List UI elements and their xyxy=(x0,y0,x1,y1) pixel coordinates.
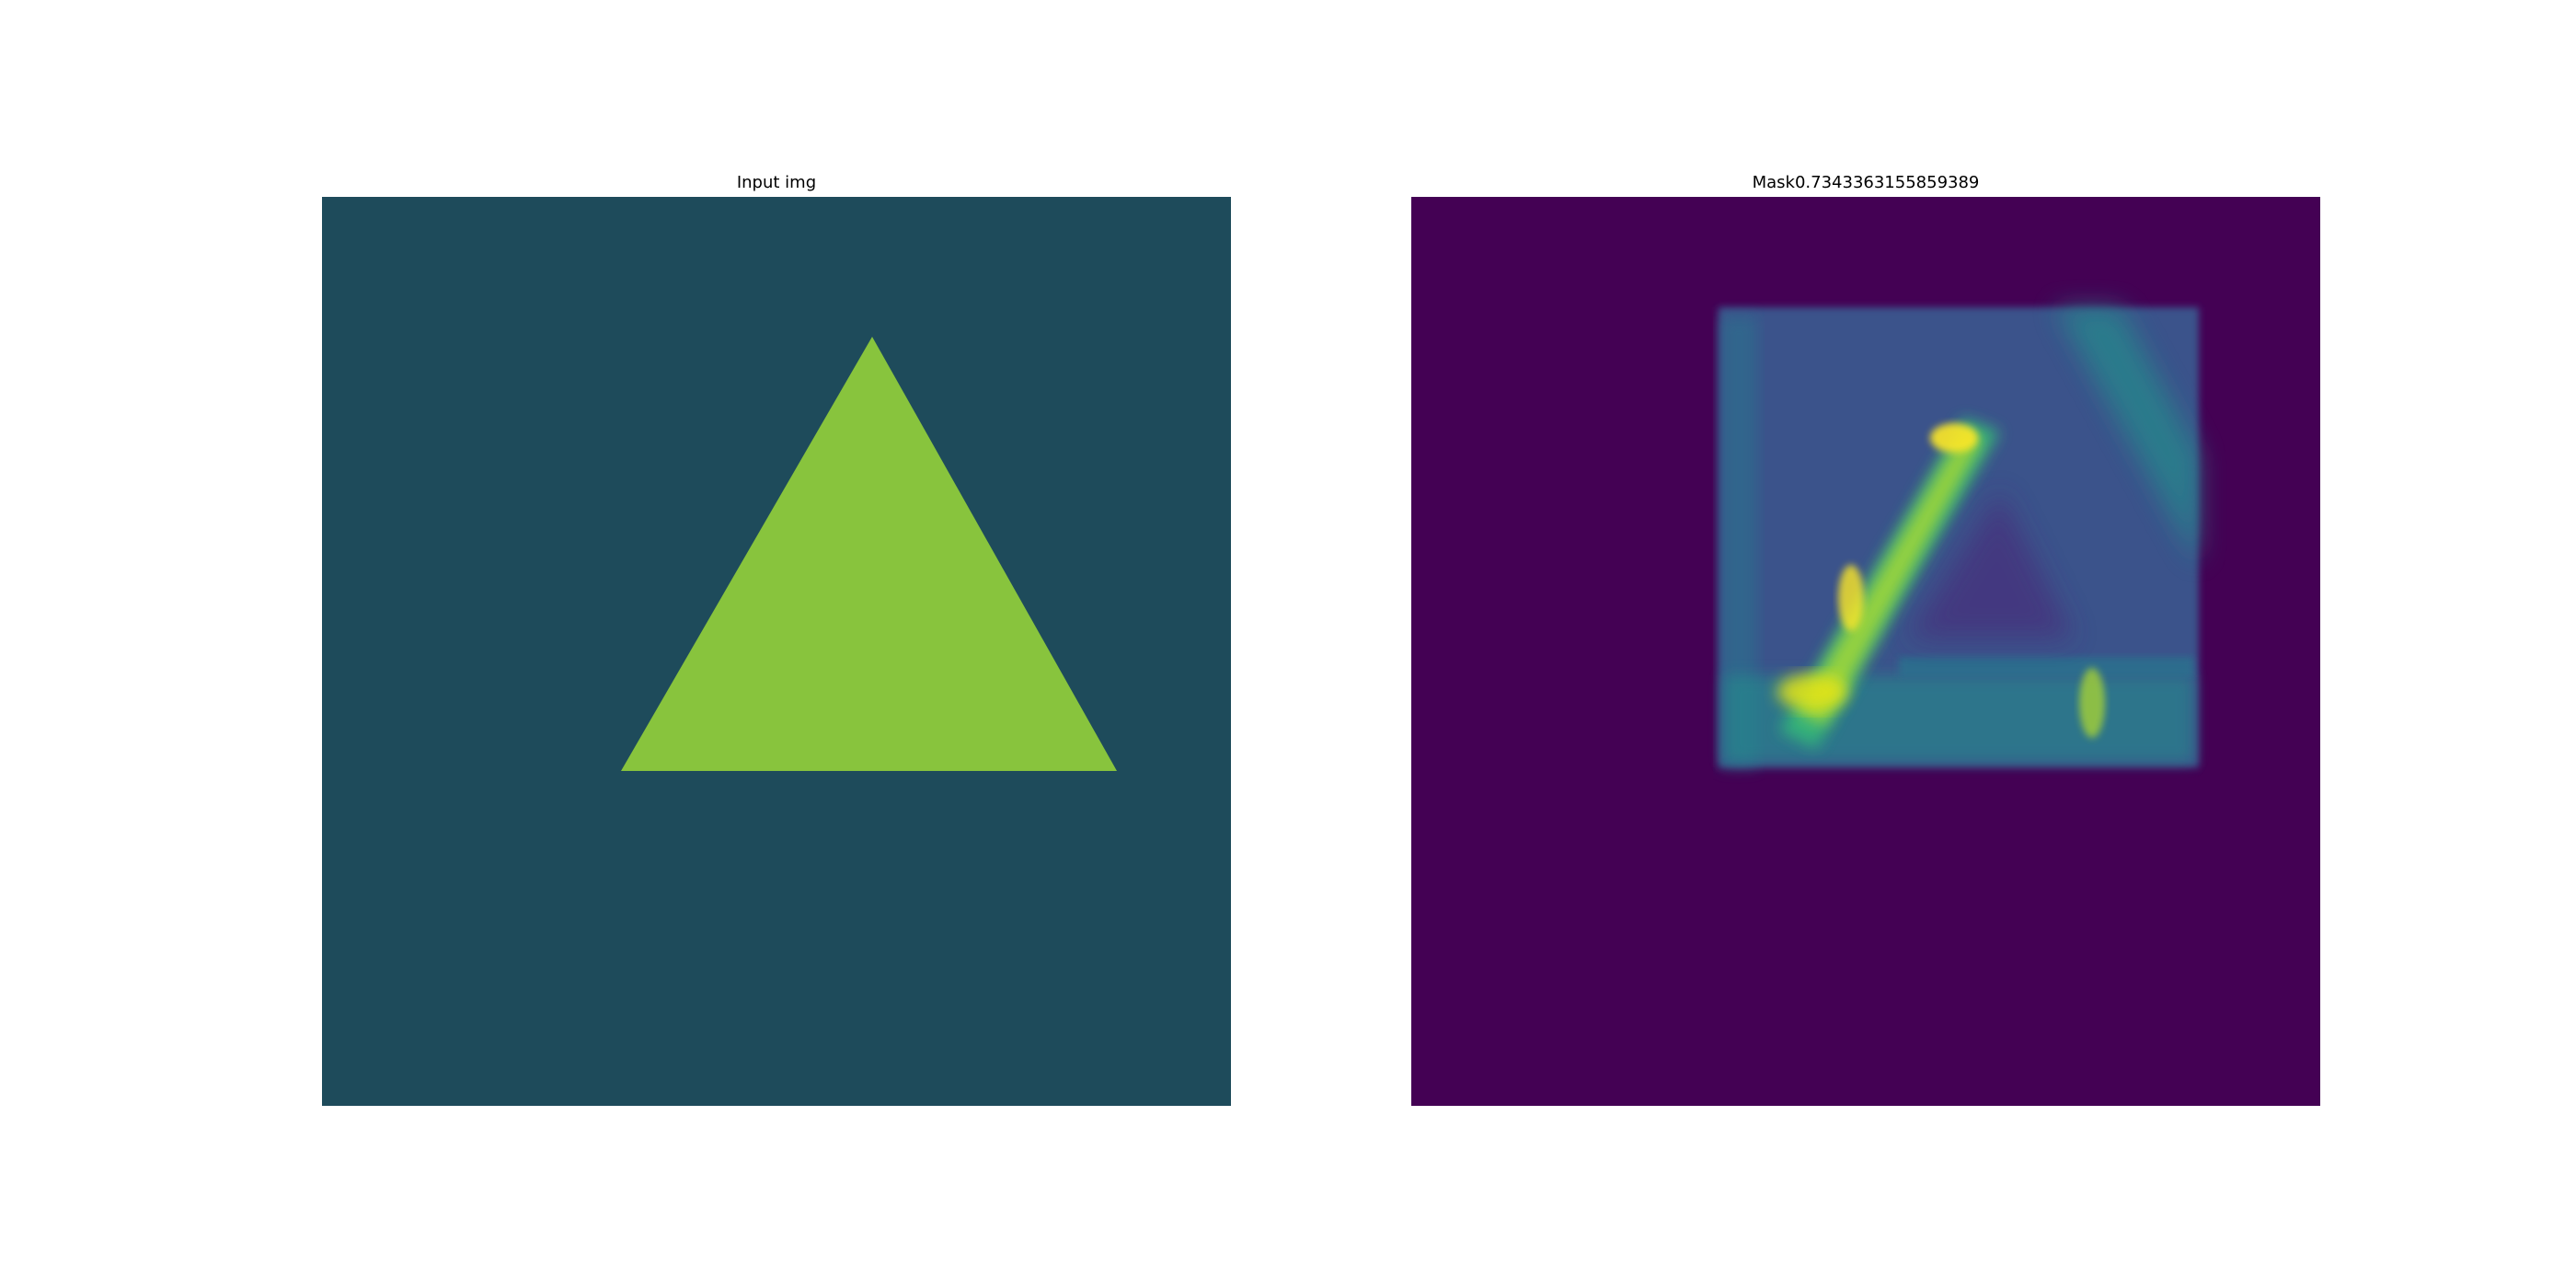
mask-heatmap xyxy=(1411,197,2320,1106)
activation-grid-row xyxy=(1899,657,2193,677)
activation-hotspot xyxy=(2079,668,2105,738)
activation-diagonal-right xyxy=(2055,307,2199,565)
activation-dark-interior xyxy=(1908,491,2074,638)
activation-hotspot xyxy=(1930,423,1978,453)
input-image xyxy=(322,197,1231,1106)
input-image-panel xyxy=(322,197,1231,1106)
input-image-title: Input img xyxy=(736,173,817,192)
activation-hotspot xyxy=(1838,565,1864,631)
activation-hotspot xyxy=(1777,673,1847,710)
activation-diagonal-core xyxy=(1798,431,1982,726)
triangle-shape xyxy=(621,337,1117,771)
mask-title: Mask0.7343363155859389 xyxy=(1752,173,1980,192)
mask-panel xyxy=(1411,197,2320,1106)
